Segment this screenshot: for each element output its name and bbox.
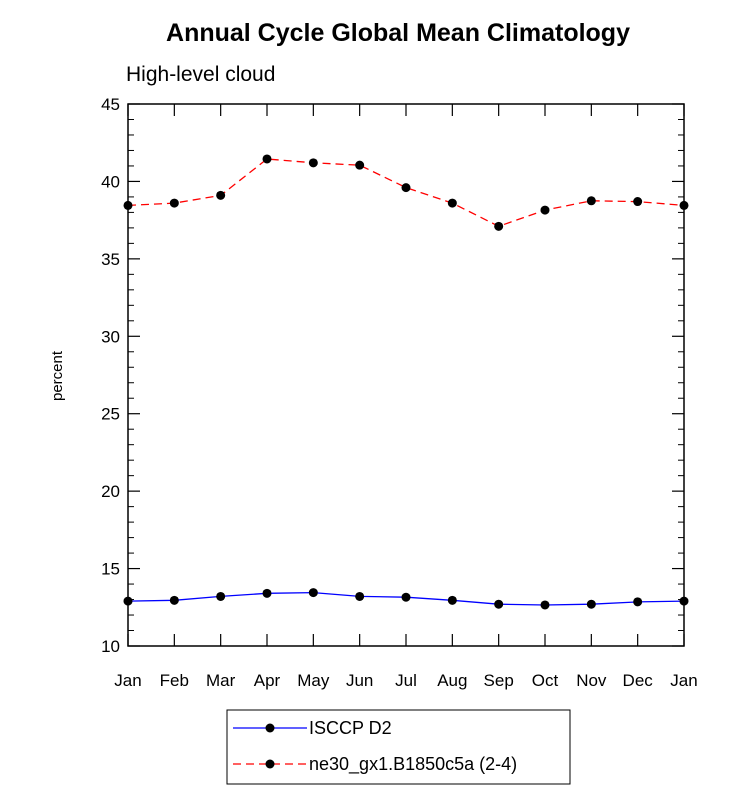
series-1	[123, 154, 689, 231]
data-point	[633, 597, 643, 607]
data-point	[308, 158, 318, 168]
x-tick-label: Jul	[395, 671, 417, 690]
legend-entry-0: ISCCP D2	[233, 718, 392, 738]
x-tick-label: Jan	[114, 671, 141, 690]
data-point	[262, 588, 272, 598]
x-tick-label: Apr	[254, 671, 281, 690]
data-point	[679, 200, 689, 210]
data-point	[447, 595, 457, 605]
data-point	[679, 596, 689, 606]
y-tick-label: 40	[101, 172, 120, 191]
chart-subtitle: High-level cloud	[126, 63, 275, 86]
series-layer	[123, 154, 689, 610]
data-point	[355, 160, 365, 170]
data-point	[586, 599, 596, 609]
data-point	[123, 200, 133, 210]
data-point	[633, 197, 643, 207]
data-point	[540, 600, 550, 610]
data-point	[540, 205, 550, 215]
y-tick-label: 15	[101, 560, 120, 579]
y-tick-label: 20	[101, 482, 120, 501]
legend-box	[226, 709, 571, 785]
legend-label: ISCCP D2	[309, 718, 392, 738]
data-point	[123, 596, 133, 606]
series-line	[127, 158, 685, 228]
data-point	[262, 154, 272, 164]
legend: ISCCP D2 ne30_gx1.B1850c5a (2-4)	[226, 709, 571, 785]
x-tick-label: Jan	[670, 671, 697, 690]
data-point	[308, 588, 318, 598]
y-tick-label: 10	[101, 637, 120, 656]
y-tick-label: 35	[101, 250, 120, 269]
x-tick-label: Oct	[532, 671, 559, 690]
series-0	[123, 588, 689, 610]
data-point	[401, 183, 411, 193]
x-tick-label: Dec	[623, 671, 654, 690]
data-point	[586, 196, 596, 206]
x-tick-label: Nov	[576, 671, 607, 690]
legend-marker	[265, 723, 275, 733]
x-tick-label: Aug	[437, 671, 467, 690]
y-axis-label: percent	[49, 350, 66, 401]
data-point	[169, 595, 179, 605]
x-tick-label: May	[297, 671, 330, 690]
chart-title: Annual Cycle Global Mean Climatology	[166, 19, 630, 47]
legend-marker	[265, 759, 275, 769]
x-tick-label: Feb	[160, 671, 189, 690]
data-point	[447, 198, 457, 208]
data-point	[494, 599, 504, 609]
x-tick-label: Jun	[346, 671, 373, 690]
legend-entry-1: ne30_gx1.B1850c5a (2-4)	[233, 754, 517, 775]
y-tick-label: 45	[101, 95, 120, 114]
data-point	[355, 591, 365, 601]
y-tick-label: 25	[101, 405, 120, 424]
x-tick-label: Sep	[484, 671, 514, 690]
data-point	[169, 198, 179, 208]
y-tick-label: 30	[101, 327, 120, 346]
x-tick-label: Mar	[206, 671, 236, 690]
plot-axes: 10 15 20 25 30 35 40 45 Jan Feb Mar Apr May Jun Jul Aug…	[101, 95, 698, 690]
data-point	[216, 591, 226, 601]
data-point	[401, 592, 411, 602]
data-point	[216, 190, 226, 200]
data-point	[494, 221, 504, 231]
legend-label: ne30_gx1.B1850c5a (2-4)	[309, 754, 517, 775]
